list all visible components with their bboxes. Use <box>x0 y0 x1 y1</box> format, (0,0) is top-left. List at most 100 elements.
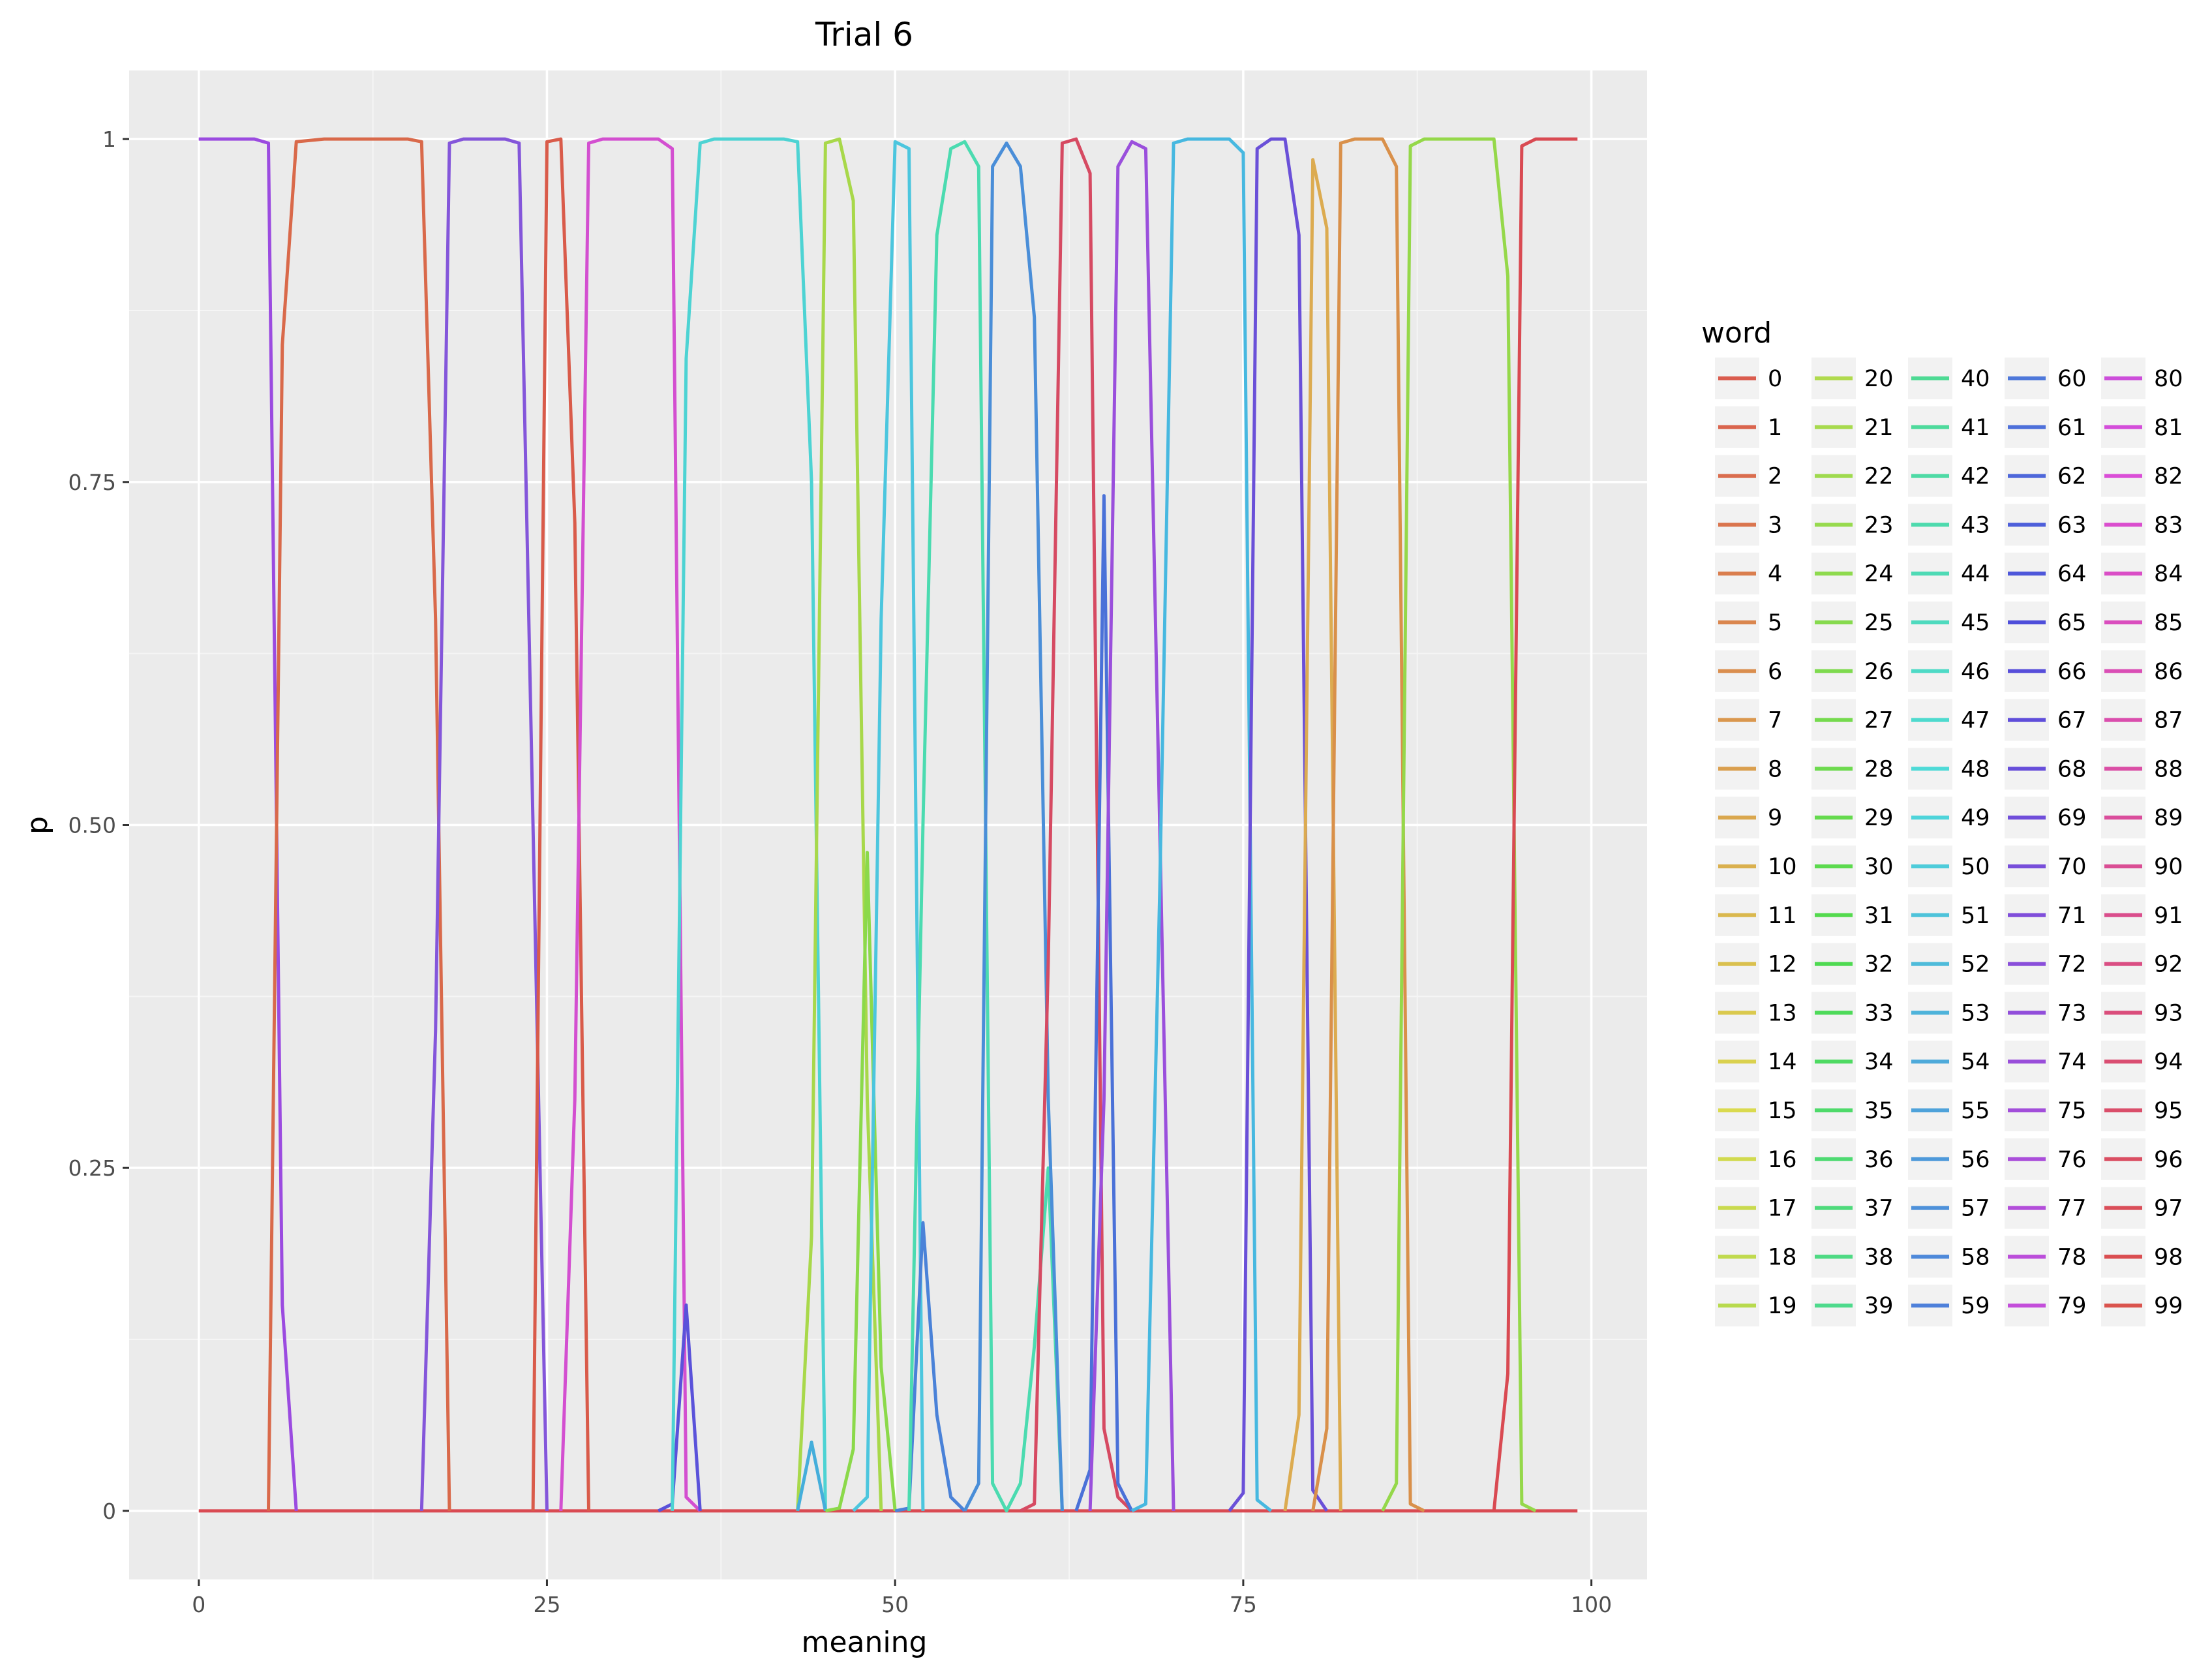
series-line-word-75 <box>198 137 298 1512</box>
legend-title: word <box>1701 316 1772 350</box>
legend-label: 64 <box>2057 561 2087 587</box>
legend-label: 95 <box>2154 1098 2183 1124</box>
legend-label: 63 <box>2057 512 2087 538</box>
legend-label: 34 <box>1864 1049 1894 1075</box>
legend-label: 70 <box>2057 854 2087 880</box>
series-line-word-54 <box>796 1440 827 1512</box>
legend-label: 68 <box>2057 756 2087 782</box>
legend-label: 10 <box>1768 854 1797 880</box>
legend-label: 66 <box>2057 659 2087 685</box>
legend-label: 98 <box>2154 1244 2183 1270</box>
y-axis-title: p <box>21 816 54 834</box>
legend-label: 26 <box>1864 659 1894 685</box>
legend-label: 37 <box>1864 1196 1894 1222</box>
series-line-word-97 <box>1492 137 1578 1512</box>
legend-label: 46 <box>1961 659 1990 685</box>
legend-label: 80 <box>2154 366 2183 392</box>
legend-label: 2 <box>1768 464 1782 490</box>
y-tick-label: 0 <box>102 1499 116 1524</box>
legend-label: 0 <box>1768 366 1782 392</box>
legend-label: 92 <box>2154 952 2183 978</box>
legend-label: 58 <box>1961 1244 1990 1270</box>
legend-label: 88 <box>2154 756 2183 782</box>
legend-label: 82 <box>2154 464 2183 490</box>
legend-label: 24 <box>1864 561 1894 587</box>
series-line-word-66 <box>658 1303 702 1513</box>
legend-label: 53 <box>1961 1000 1990 1026</box>
x-tick-label: 0 <box>192 1592 205 1617</box>
legend-label: 83 <box>2154 512 2183 538</box>
legend-label: 21 <box>1864 415 1894 441</box>
legend-label: 43 <box>1961 512 1990 538</box>
legend-label: 32 <box>1864 952 1894 978</box>
legend-label: 20 <box>1864 366 1894 392</box>
legend-label: 57 <box>1961 1196 1990 1222</box>
legend-label: 71 <box>2057 903 2087 929</box>
legend-label: 14 <box>1768 1049 1797 1075</box>
legend-label: 25 <box>1864 610 1894 636</box>
y-axis: 0 0.25 0.50 0.75 1 <box>68 127 129 1524</box>
legend-label: 96 <box>2154 1147 2183 1173</box>
x-tick-label: 100 <box>1571 1592 1612 1617</box>
series-line-word-60 <box>894 1221 966 1513</box>
legend-label: 99 <box>2154 1293 2183 1319</box>
legend-label: 77 <box>2057 1196 2087 1222</box>
legend-label: 59 <box>1961 1293 1990 1319</box>
legend-label: 50 <box>1961 854 1990 880</box>
legend-label: 13 <box>1768 1000 1797 1026</box>
legend-label: 84 <box>2154 561 2183 587</box>
legend-label: 81 <box>2154 415 2183 441</box>
legend-label: 3 <box>1768 512 1782 538</box>
legend-label: 51 <box>1961 903 1990 929</box>
legend-label: 91 <box>2154 903 2183 929</box>
y-tick-label: 0.50 <box>68 813 116 838</box>
legend-label: 47 <box>1961 708 1990 734</box>
x-axis: 0 25 50 75 100 <box>192 1579 1612 1617</box>
series-line-word-49 <box>671 137 827 1511</box>
legend-label: 61 <box>2057 415 2087 441</box>
y-tick-label: 0.25 <box>68 1155 116 1181</box>
series-line-word-7 <box>1311 137 1425 1513</box>
legend-label: 41 <box>1961 415 1990 441</box>
legend-label: 33 <box>1864 1000 1894 1026</box>
legend-label: 22 <box>1864 464 1894 490</box>
legend-label: 38 <box>1864 1244 1894 1270</box>
legend-label: 73 <box>2057 1000 2087 1026</box>
legend-label: 23 <box>1864 512 1894 538</box>
x-tick-label: 25 <box>533 1592 560 1617</box>
legend-label: 29 <box>1864 805 1894 831</box>
legend-label: 79 <box>2057 1293 2087 1319</box>
series-line-word-84 <box>559 137 702 1512</box>
legend-label: 18 <box>1768 1244 1797 1270</box>
y-tick-label: 0.75 <box>68 470 116 495</box>
chart-title: Trial 6 <box>815 16 913 53</box>
legend-label: 12 <box>1768 952 1797 978</box>
legend-label: 65 <box>2057 610 2087 636</box>
legend-label: 31 <box>1864 903 1894 929</box>
x-tick-label: 75 <box>1230 1592 1257 1617</box>
legend-label: 89 <box>2154 805 2183 831</box>
legend-label: 42 <box>1961 464 1990 490</box>
legend-label: 28 <box>1864 756 1894 782</box>
series-line-word-67 <box>1228 137 1329 1512</box>
legend-label: 93 <box>2154 1000 2183 1026</box>
legend-label: 44 <box>1961 561 1990 587</box>
legend-label: 78 <box>2057 1244 2087 1270</box>
legend-label: 97 <box>2154 1196 2183 1222</box>
series-line-word-59 <box>963 141 1064 1512</box>
legend-label: 19 <box>1768 1293 1797 1319</box>
legend-label: 7 <box>1768 708 1782 734</box>
legend-label: 75 <box>2057 1098 2087 1124</box>
legend-label: 72 <box>2057 952 2087 978</box>
legend-label: 6 <box>1768 659 1782 685</box>
legend-label: 15 <box>1768 1098 1797 1124</box>
legend-label: 27 <box>1864 708 1894 734</box>
legend-label: 94 <box>2154 1049 2183 1075</box>
legend-label: 11 <box>1768 903 1797 929</box>
legend-label: 69 <box>2057 805 2087 831</box>
legend-label: 1 <box>1768 415 1782 441</box>
legend-label: 90 <box>2154 854 2183 880</box>
legend-label: 39 <box>1864 1293 1894 1319</box>
legend-label: 35 <box>1864 1098 1894 1124</box>
legend-label: 74 <box>2057 1049 2087 1075</box>
